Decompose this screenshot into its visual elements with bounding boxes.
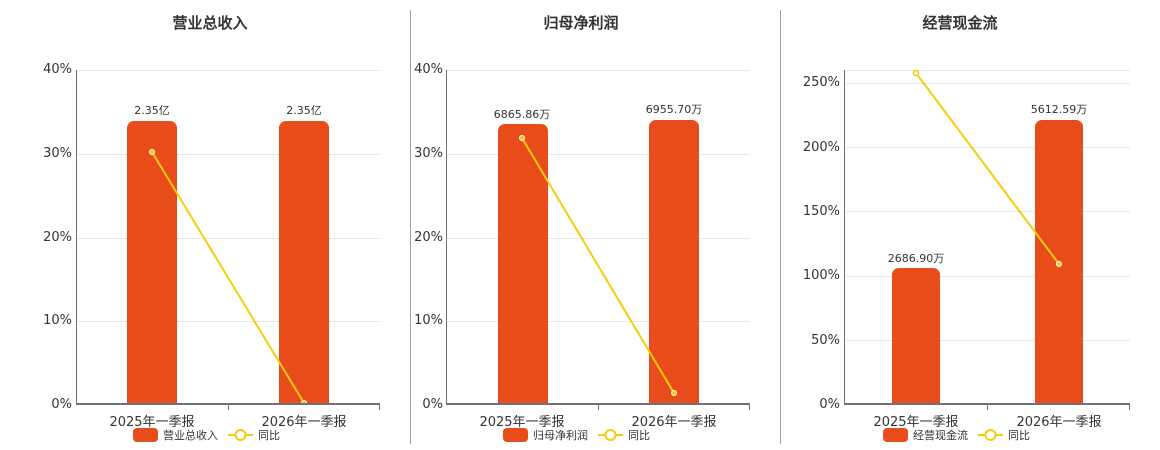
legend-bar-swatch[interactable]: [883, 428, 908, 442]
y-tick-label: 20%: [414, 230, 443, 245]
x-axis: [446, 403, 750, 405]
yoy-line: [912, 69, 1062, 267]
y-axis: [76, 70, 77, 405]
y-axis: [446, 70, 447, 405]
x-tick: [379, 405, 380, 410]
chart-title: 归母净利润: [543, 14, 619, 32]
yoy-point[interactable]: [1056, 261, 1062, 267]
x-category-label: 2026年一季报: [1016, 415, 1102, 430]
bar-2026q1[interactable]: [279, 121, 329, 405]
y-tick-label: 200%: [802, 140, 840, 155]
x-axis: [76, 403, 380, 405]
legend-yoy-label[interactable]: 同比: [628, 429, 650, 442]
legend-yoy-label[interactable]: 同比: [1008, 429, 1030, 442]
legend-line-swatch-icon[interactable]: [978, 428, 1003, 442]
y-tick-label: 250%: [802, 75, 840, 90]
y-tick-label: 150%: [802, 204, 840, 219]
y-tick-label: 50%: [811, 333, 840, 348]
yoy-point[interactable]: [912, 69, 920, 77]
plot-area: 2686.90万 5612.59万: [844, 69, 1130, 410]
chart-panel-operating-cash-flow: 经营现金流 250% 200% 150% 100% 50% 0% 2686.90…: [781, 0, 1160, 450]
y-tick-label: 30%: [43, 146, 72, 161]
gridline: [76, 154, 380, 155]
gridline: [446, 154, 750, 155]
bar-value-label: 2686.90万: [887, 252, 945, 265]
x-category-label: 2026年一季报: [631, 415, 717, 430]
y-tick-label: 0%: [819, 397, 840, 412]
gridline: [446, 238, 750, 239]
chart-panel-revenue: 营业总收入 40% 30% 20% 10% 0% 2.35亿 2.35亿 202…: [0, 0, 410, 450]
y-axis: [844, 70, 845, 405]
panel-divider: [780, 10, 781, 444]
y-tick-label: 10%: [414, 313, 443, 328]
gridline: [76, 321, 380, 322]
y-tick-label: 0%: [422, 397, 443, 412]
bar-value-label: 6865.86万: [493, 108, 551, 121]
y-tick-label: 30%: [414, 146, 443, 161]
gridline: [844, 147, 1130, 148]
legend-bar-swatch[interactable]: [133, 428, 158, 442]
gridline: [76, 238, 380, 239]
gridline: [76, 70, 380, 71]
legend-bar-label[interactable]: 归母净利润: [533, 429, 588, 442]
chart-title: 营业总收入: [172, 14, 248, 32]
legend-bar-swatch[interactable]: [503, 428, 528, 442]
plot-area: 2.35亿 2.35亿: [76, 70, 380, 410]
x-tick: [598, 405, 599, 410]
plot-area: 6865.86万 6955.70万: [446, 70, 750, 410]
legend: 归母净利润 同比: [503, 427, 650, 443]
gridline: [446, 321, 750, 322]
legend-line-swatch-icon[interactable]: [598, 428, 623, 442]
y-tick-label: 100%: [802, 268, 840, 283]
x-category-label: 2026年一季报: [261, 415, 347, 430]
yoy-point[interactable]: [671, 390, 677, 396]
gridline: [844, 211, 1130, 212]
bar-2026q1[interactable]: [649, 120, 699, 405]
bar-2025q1[interactable]: [892, 268, 940, 405]
legend-yoy-label[interactable]: 同比: [258, 429, 280, 442]
x-tick: [228, 405, 229, 410]
x-category-label: 2025年一季报: [873, 415, 959, 430]
x-tick: [987, 405, 988, 410]
gridline: [844, 340, 1130, 341]
bar-2025q1[interactable]: [498, 124, 548, 405]
panel-divider: [410, 10, 411, 444]
bar-value-label: 2.35亿: [286, 104, 322, 117]
y-tick-label: 40%: [414, 62, 443, 77]
y-tick-label: 20%: [43, 230, 72, 245]
y-tick-label: 10%: [43, 313, 72, 328]
x-tick: [1129, 405, 1130, 410]
chart-title: 经营现金流: [922, 14, 998, 32]
legend: 营业总收入 同比: [133, 427, 280, 443]
yoy-point[interactable]: [149, 149, 155, 155]
legend-bar-label[interactable]: 营业总收入: [163, 429, 218, 442]
bar-value-label: 2.35亿: [134, 104, 170, 117]
bar-value-label: 5612.59万: [1030, 103, 1088, 116]
gridline: [844, 276, 1130, 277]
x-axis: [844, 403, 1130, 405]
legend-line-swatch-icon[interactable]: [228, 428, 253, 442]
legend: 经营现金流 同比: [883, 427, 1030, 443]
gridline: [844, 70, 1130, 71]
gridline: [446, 70, 750, 71]
chart-panel-net-profit: 归母净利润 40% 30% 20% 10% 0% 6865.86万 6955.7…: [411, 0, 781, 450]
y-tick-label: 0%: [51, 397, 72, 412]
x-category-label: 2025年一季报: [479, 415, 565, 430]
bar-value-label: 6955.70万: [645, 103, 703, 116]
gridline: [844, 83, 1130, 84]
x-tick: [749, 405, 750, 410]
yoy-line: [519, 135, 677, 396]
yoy-line: [149, 149, 307, 406]
x-category-label: 2025年一季报: [109, 415, 195, 430]
yoy-point[interactable]: [519, 135, 525, 141]
y-tick-label: 40%: [43, 62, 72, 77]
bar-2025q1[interactable]: [127, 121, 177, 405]
legend-bar-label[interactable]: 经营现金流: [913, 429, 968, 442]
